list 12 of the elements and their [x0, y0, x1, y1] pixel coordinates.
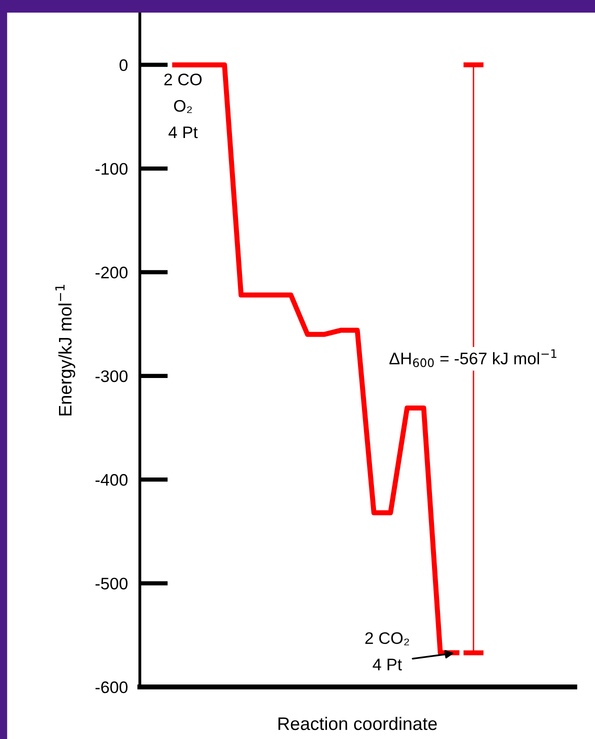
y-tick-label: -300 — [96, 370, 128, 382]
y-tick-label: -200 — [96, 266, 128, 278]
annotation: ΔH$_{600}$ = -567 kJ mol$^{−1}$ — [389, 349, 556, 368]
y-tick-label: -400 — [96, 474, 128, 486]
annotation: 2 CO₂ 4 Pt — [365, 632, 410, 670]
y-tick-label: -100 — [96, 162, 128, 175]
annotation: 2 CO O₂ 4 Pt — [164, 74, 202, 138]
y-tick-label: 0 — [120, 59, 128, 72]
y-tick-label: -600 — [96, 681, 128, 694]
y-tick-label: -500 — [96, 578, 128, 590]
x-axis-title: Reaction coordinate — [278, 716, 437, 730]
y-axis-title: Energy/kJ mol$^{−1}$ — [55, 284, 76, 416]
